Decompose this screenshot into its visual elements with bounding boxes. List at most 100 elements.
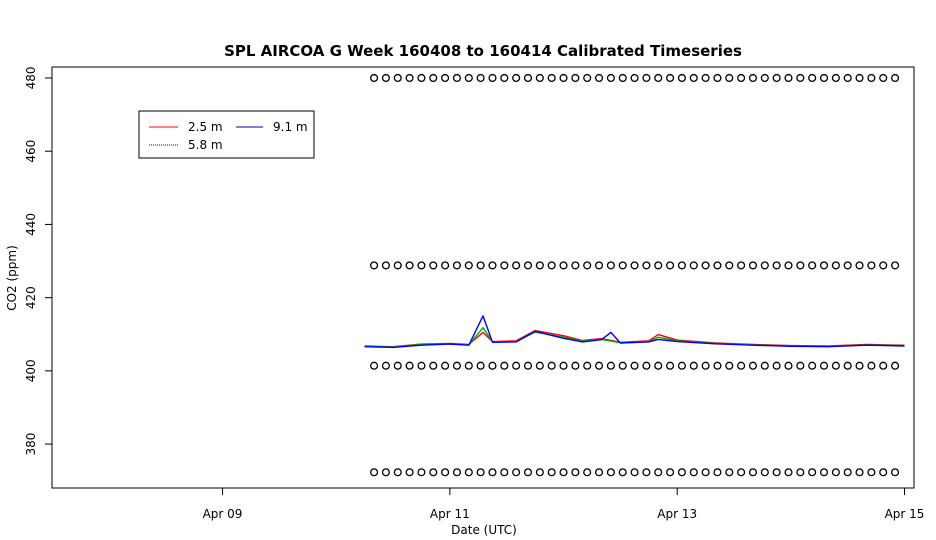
calibration-point — [843, 261, 852, 270]
calibration-point — [654, 361, 663, 370]
calibration-point — [606, 361, 615, 370]
calibration-point — [618, 468, 627, 477]
calibration-point — [879, 73, 888, 83]
calibration-point — [452, 261, 462, 270]
calibration-point — [441, 261, 450, 270]
calibration-point — [488, 73, 497, 83]
calibration-point — [618, 361, 627, 370]
calibration-point — [725, 468, 734, 477]
calibration-point — [559, 361, 568, 370]
calibration-point — [405, 361, 414, 370]
calibration-point — [677, 361, 686, 370]
calibration-point — [370, 468, 379, 477]
calibration-point — [748, 73, 758, 83]
legend-label-9-1m: 9.1 m — [273, 120, 308, 134]
calibration-point — [772, 361, 781, 370]
chart-title: SPL AIRCOA G Week 160408 to 160414 Calib… — [224, 42, 742, 60]
y-tick-label: 440 — [24, 213, 38, 236]
calibration-point — [594, 468, 604, 477]
calibration-point — [500, 261, 509, 270]
calibration-point — [737, 73, 746, 83]
calibration-point — [583, 468, 592, 477]
calibration-point — [784, 361, 793, 370]
calibration-point — [606, 468, 615, 477]
calibration-point — [819, 468, 829, 477]
calibration-point — [476, 468, 485, 477]
calibration-point — [748, 361, 758, 370]
calibration-point — [819, 73, 829, 83]
calibration-point — [571, 468, 580, 477]
calibration-point — [891, 361, 900, 370]
calibration-point — [630, 468, 639, 477]
calibration-point — [748, 468, 758, 477]
y-tick-label: 380 — [24, 433, 38, 456]
y-tick-label: 460 — [24, 140, 38, 163]
calibration-point — [748, 261, 758, 270]
calibration-point — [488, 261, 497, 270]
calibration-point — [666, 361, 675, 370]
calibration-point — [808, 468, 817, 477]
calibration-point — [784, 468, 793, 477]
calibration-point — [760, 361, 769, 370]
calibration-point — [500, 468, 509, 477]
calibration-point — [583, 261, 592, 270]
calibration-point — [879, 361, 888, 370]
calibration-point — [606, 73, 615, 83]
legend-label-2-5m: 2.5 m — [188, 120, 223, 134]
calibration-point — [819, 261, 829, 270]
calibration-point — [713, 361, 722, 370]
legend: 2.5 m 5.8 m 9.1 m — [138, 110, 315, 159]
calibration-point — [370, 73, 379, 83]
calibration-point — [370, 261, 379, 270]
calibration-point — [855, 73, 864, 83]
calibration-point — [677, 468, 686, 477]
calibration-point — [594, 361, 604, 370]
calibration-point — [476, 73, 485, 83]
calibration-point — [819, 361, 829, 370]
calibration-point — [654, 73, 663, 83]
calibration-point — [393, 468, 402, 477]
calibration-point — [642, 361, 651, 370]
y-axis: 380 400 420 440 460 480 — [24, 67, 52, 456]
calibration-point — [381, 261, 390, 270]
calibration-point — [843, 73, 852, 83]
calibration-point — [796, 468, 805, 477]
calibration-point — [393, 73, 402, 83]
calibration-point — [855, 361, 864, 370]
calibration-point — [476, 361, 485, 370]
calibration-point — [535, 73, 544, 83]
calibration-point — [417, 261, 426, 270]
calibration-point — [760, 73, 769, 83]
calibration-point — [879, 468, 888, 477]
calibration-point — [547, 261, 556, 270]
calibration-point — [784, 73, 793, 83]
calibration-point — [737, 468, 746, 477]
x-tick-label: Apr 09 — [203, 507, 243, 521]
calibration-point — [370, 361, 379, 370]
x-tick-label: Apr 15 — [885, 507, 925, 521]
calibration-point — [713, 468, 722, 477]
calibration-point — [666, 261, 675, 270]
calibration-point — [796, 261, 805, 270]
calibration-point — [559, 468, 568, 477]
calibration-markers — [370, 73, 900, 477]
calibration-point — [855, 468, 864, 477]
calibration-point — [583, 73, 592, 83]
calibration-point — [500, 73, 509, 83]
calibration-point — [523, 468, 533, 477]
y-axis-label: CO2 (ppm) — [5, 245, 19, 311]
calibration-point — [417, 468, 426, 477]
calibration-point — [630, 361, 639, 370]
calibration-point — [701, 73, 710, 83]
calibration-point — [831, 361, 840, 370]
calibration-point — [772, 73, 781, 83]
plot-frame — [51, 66, 915, 489]
calibration-point — [689, 468, 698, 477]
calibration-point — [464, 261, 473, 270]
x-tick-label: Apr 11 — [430, 507, 470, 521]
calibration-point — [452, 468, 462, 477]
calibration-point — [405, 261, 414, 270]
calibration-point — [441, 73, 450, 83]
calibration-point — [760, 468, 769, 477]
calibration-point — [891, 468, 900, 477]
